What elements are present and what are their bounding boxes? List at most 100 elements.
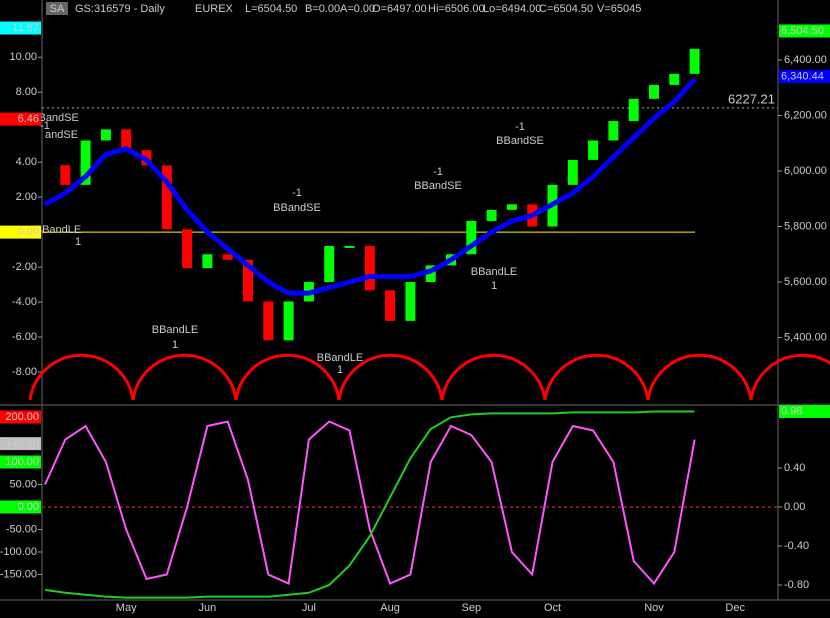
cycle-arc (749, 353, 830, 401)
value-badge (0, 112, 41, 126)
value-badge-label: 11.67 (12, 22, 39, 34)
price-bar (364, 245, 375, 291)
price-bar (161, 165, 172, 230)
price-bar (182, 229, 193, 269)
cycle-arc (646, 353, 753, 401)
signal-annotation: 1 (337, 364, 343, 376)
price-bar (567, 159, 578, 185)
value-badge-label: 6,504.50 (781, 25, 824, 37)
level-label: 6227.21 (728, 91, 775, 106)
price-bar (243, 259, 253, 302)
value-badge (0, 455, 41, 469)
value-badge-label: 140.90 (5, 438, 39, 450)
left-tick-label: 4.00 (16, 156, 37, 168)
price-bar (466, 220, 477, 255)
cycle-arc (337, 353, 444, 401)
header-field: B=0.00 (305, 3, 340, 15)
left-tick-label: 2.00 (16, 191, 37, 203)
price-bar (506, 204, 517, 210)
header-field: O=6497.00 (372, 3, 427, 15)
left-tick-label: 50.00 (9, 478, 37, 490)
signal-annotation: 1 (75, 236, 81, 248)
left-tick-label: 10.00 (9, 51, 37, 63)
x-tick-label: Jul (302, 602, 316, 614)
value-badge (0, 225, 41, 239)
price-bar (649, 84, 659, 99)
symbol: SA (50, 3, 65, 15)
value-badge (779, 404, 830, 418)
x-tick-label: Dec (725, 602, 745, 614)
price-bar (425, 265, 436, 283)
price-bar (263, 301, 274, 341)
price-bar (344, 245, 355, 248)
x-tick-label: Aug (380, 602, 400, 614)
right-tick-label: 6,200.00 (784, 109, 827, 121)
value-badge (0, 500, 41, 514)
right-tick-label: 5,800.00 (784, 220, 827, 232)
signal-annotation: BBandLE (35, 224, 81, 236)
signal-annotation: -1 (433, 166, 443, 178)
header-field: A=0.00 (340, 3, 375, 15)
price-bar (60, 165, 71, 185)
price-bar (80, 140, 91, 185)
x-tick-label: Nov (644, 602, 664, 614)
data-line (44, 420, 696, 586)
price-bar (669, 73, 680, 85)
signal-annotation: andSE (45, 129, 78, 141)
left-tick-label: -100.00 (0, 546, 37, 558)
header-field: Lo=6494.00 (483, 3, 541, 15)
signal-annotation: BBandSE (31, 112, 79, 124)
price-bar (202, 254, 213, 269)
x-tick-label: Jun (199, 602, 217, 614)
left-tick-label: -4.00 (12, 296, 37, 308)
price-bar (121, 129, 132, 151)
price-bar (324, 245, 335, 283)
signal-annotation: BBandLE (471, 266, 517, 278)
price-bar (486, 209, 497, 221)
signal-annotation: 1 (491, 280, 497, 292)
value-badge-label: 100.00 (5, 456, 39, 468)
value-badge-label: 0.98 (781, 405, 802, 417)
header-field: EUREX (195, 3, 234, 15)
cycle-arc (131, 353, 238, 401)
right-tick-label: -0.40 (784, 540, 809, 552)
data-line (43, 77, 697, 296)
price-bar (588, 140, 599, 160)
right-tick-label: 5,600.00 (784, 276, 827, 288)
price-bar (385, 290, 396, 321)
value-badge-label: 6,340.44 (781, 70, 824, 82)
cycle-arc (543, 353, 650, 401)
price-bar (628, 98, 639, 122)
data-line (44, 410, 695, 599)
signal-annotation: 1 (172, 339, 178, 351)
cycle-arc (28, 353, 135, 401)
left-tick-label: -2.00 (12, 261, 37, 273)
right-tick-label: 0.00 (784, 501, 805, 513)
signal-annotation: -1 (292, 187, 302, 199)
left-tick-label: -150.00 (0, 568, 37, 580)
header-field: L=6504.50 (245, 3, 297, 15)
value-badge-label: 6.46 (18, 113, 39, 125)
right-tick-label: 6,000.00 (784, 165, 827, 177)
x-tick-label: Sep (462, 602, 482, 614)
price-bar (689, 48, 700, 74)
right-tick-label: 6,400.00 (784, 54, 827, 66)
signal-annotation: BBandLE (317, 352, 363, 364)
left-tick-label: -50.00 (6, 523, 37, 535)
cycle-arc (440, 353, 547, 401)
value-badge (0, 21, 41, 35)
signal-annotation: BBandSE (414, 180, 462, 192)
price-bar (405, 282, 416, 321)
left-tick-label: -8.00 (12, 366, 37, 378)
cycle-arc (234, 353, 341, 401)
left-tick-label: 8.00 (16, 86, 37, 98)
right-tick-label: -0.80 (784, 579, 809, 591)
header-field: Hi=6506.00 (428, 3, 485, 15)
signal-annotation: -1 (40, 120, 50, 132)
value-badge (0, 437, 41, 451)
x-tick-label: Oct (544, 602, 561, 614)
signal-annotation: BBandSE (496, 135, 544, 147)
left-tick-label: -6.00 (12, 331, 37, 343)
symbol-box (46, 2, 68, 15)
